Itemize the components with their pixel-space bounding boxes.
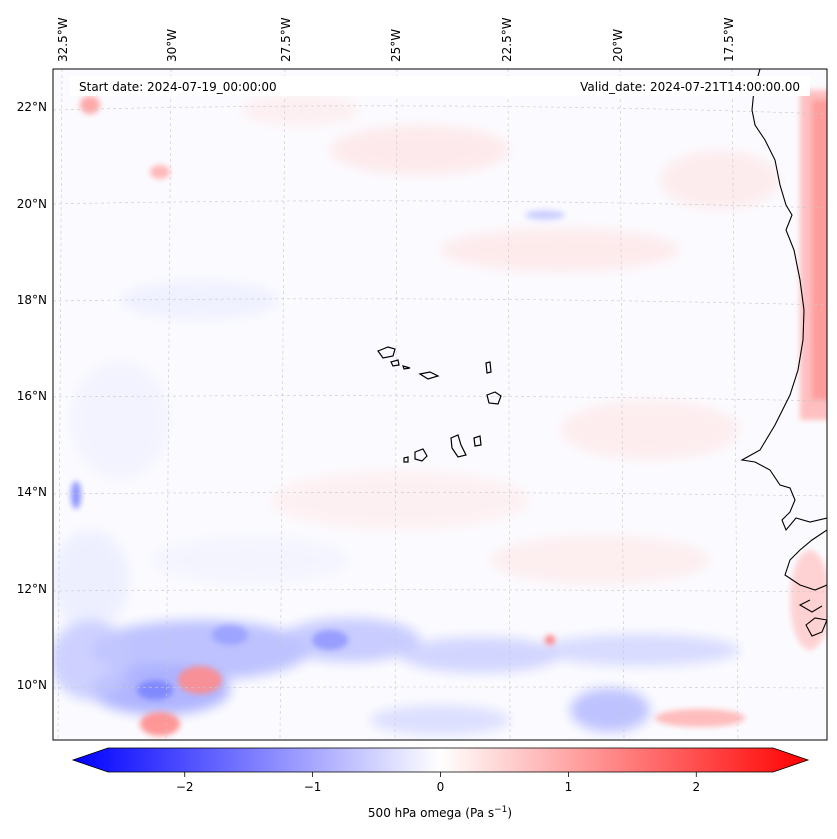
latitude-labels: 22°N 20°N 18°N 16°N 14°N 12°N 10°N: [17, 100, 47, 692]
lon-label: 20°W: [611, 29, 625, 62]
lon-label: 32.5°W: [56, 17, 70, 62]
lat-label: 20°N: [17, 197, 47, 211]
lon-label: 27.5°W: [279, 17, 293, 62]
map-frame: [52, 68, 828, 741]
map-panel: Start date: 2024-07-19_00:00:00 Valid_da…: [52, 68, 828, 741]
lat-label: 12°N: [17, 582, 47, 596]
colorbar-label: 500 hPa omega (Pa s−1): [368, 805, 512, 820]
colorbar-tick-label: 0: [437, 780, 445, 794]
colorbar-outline: [71, 747, 810, 773]
valid-date-label: Valid_date: 2024-07-21T14:00:00.00: [580, 80, 800, 94]
africa-coastline: [740, 69, 827, 637]
lon-label: 17.5°W: [722, 17, 736, 62]
island-sal: [485, 361, 492, 374]
longitude-labels: 32.5°W 30°W 27.5°W 25°W 22.5°W 20°W 17.5…: [56, 17, 736, 62]
island-santiago: [450, 434, 467, 458]
colorbar-tick-label: −2: [176, 780, 194, 794]
colorbar-ticks: −2 −1 0 1 2: [176, 772, 700, 794]
cabo-verde-islands: [377, 346, 502, 463]
start-date-label: Start date: 2024-07-19_00:00:00: [79, 80, 277, 94]
island-santo-antao: [377, 346, 396, 359]
island-sao-nicolau: [418, 371, 440, 380]
colorbar-tick-label: 1: [565, 780, 573, 794]
lat-label: 14°N: [17, 485, 47, 499]
colorbar-tick-label: −1: [304, 780, 322, 794]
island-sao-vicente: [390, 359, 400, 367]
island-santa-luzia: [402, 365, 411, 370]
island-brava: [403, 456, 409, 463]
colorbar: −2 −1 0 1 2 500 hPa omega (Pa s−1): [71, 747, 810, 820]
colorbar-tick-label: 2: [692, 780, 700, 794]
island-boa-vista: [486, 391, 502, 405]
lat-label: 18°N: [17, 293, 47, 307]
gridlines: [53, 69, 827, 740]
lon-label: 30°W: [165, 29, 179, 62]
lat-label: 16°N: [17, 389, 47, 403]
date-banner: [70, 76, 810, 96]
lat-label: 22°N: [17, 100, 47, 114]
omega-field: [53, 90, 827, 736]
lon-label: 25°W: [389, 29, 403, 62]
lon-label: 22.5°W: [500, 17, 514, 62]
colorbar-gradient: [73, 748, 808, 772]
island-fogo: [414, 448, 428, 462]
lat-label: 10°N: [17, 678, 47, 692]
island-maio: [473, 435, 482, 447]
